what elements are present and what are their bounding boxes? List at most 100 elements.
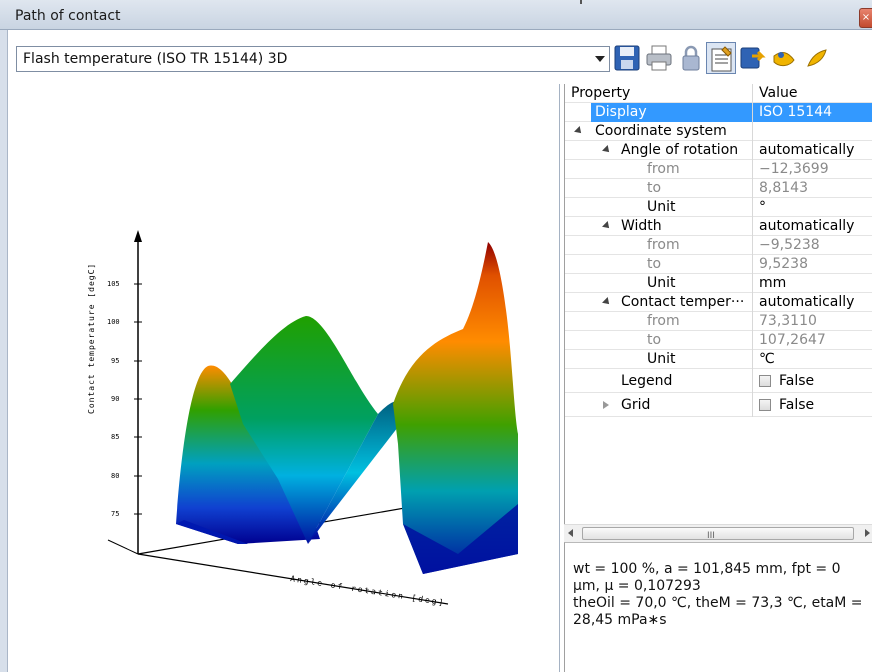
close-button[interactable]: × [859,8,872,28]
x-axis-label: Angle of rotation [deg] [290,574,446,607]
property-label: Width [621,218,662,234]
zoom-out-button[interactable] [802,42,832,74]
collapse-icon[interactable] [602,297,612,307]
surface-front-edge [403,504,518,574]
property-value[interactable]: ° [759,199,766,215]
window-frame-left [0,30,8,672]
z-tick-label: 100 [107,318,120,326]
surface-left-lobe [176,365,320,544]
header-property: Property [571,85,631,101]
export-icon [740,47,766,69]
property-row-legend[interactable]: Legend False [565,369,872,393]
property-value: False [779,397,815,413]
property-label: from [647,161,680,177]
property-label: Grid [621,397,651,413]
property-value[interactable]: automatically [759,142,855,158]
zoom-out-icon [807,49,827,67]
plot-area[interactable]: 105 100 95 90 85 80 75 Contact temperatu… [8,84,560,672]
header-value: Value [759,85,798,101]
property-value[interactable]: automatically [759,218,855,234]
property-value: −9,5238 [759,237,820,253]
info-line-1: wt = 100 %, a = 101,845 mm, fpt = 0 µm, … [573,561,841,594]
z-tick-label: 105 [107,280,120,288]
collapse-icon[interactable] [602,221,612,231]
z-axis-arrow-icon [134,230,142,242]
surface-right-peak [393,242,518,574]
property-row-width-unit[interactable]: Unit mm [565,274,872,293]
lock-icon [682,45,700,71]
property-label: from [647,313,680,329]
property-row-temperature-to[interactable]: to 107,2647 [565,331,872,350]
save-icon [614,45,640,71]
property-value: 107,2647 [759,332,826,348]
z-tick-label: 95 [111,357,119,365]
z-tick-label: 90 [111,395,119,403]
width-axis-line [107,539,139,555]
property-value: False [779,373,815,389]
collapse-icon[interactable] [574,126,584,136]
x-axis-line [137,553,449,605]
property-row-angle-to[interactable]: to 8,8143 [565,179,872,198]
property-row-width[interactable]: Width automatically [565,217,872,236]
property-row-angle-from[interactable]: from −12,3699 [565,160,872,179]
zoom-in-icon [773,52,795,67]
property-label: Contact temper··· [621,294,745,310]
title-bar: Path of contact × [0,0,872,30]
property-row-display[interactable]: Display ISO 15144 [565,103,872,122]
property-value: −12,3699 [759,161,829,177]
horizontal-scrollbar[interactable]: III [564,524,872,542]
background-window-edge [580,0,872,4]
property-label: Angle of rotation [621,142,739,158]
property-row-angle-unit[interactable]: Unit ° [565,198,872,217]
grid-checkbox[interactable] [759,399,771,411]
surface-valley [308,401,408,544]
property-row-angle-of-rotation[interactable]: Angle of rotation automatically [565,141,872,160]
property-value: 9,5238 [759,256,808,272]
z-tick-label: 80 [111,472,119,480]
window-title: Path of contact [15,8,121,24]
chevron-down-icon[interactable] [595,56,605,62]
property-row-grid[interactable]: Grid False [565,393,872,417]
export-button[interactable] [738,42,768,74]
property-label: Legend [621,373,673,389]
property-label: to [647,332,662,348]
property-label: from [647,237,680,253]
property-row-temperature-from[interactable]: from 73,3110 [565,312,872,331]
collapse-icon[interactable] [602,145,612,155]
property-grid[interactable]: Property Value Display ISO 15144 Coordin… [564,84,872,538]
save-button[interactable] [612,42,642,74]
zoom-in-button[interactable] [770,42,800,74]
property-grid-header: Property Value [565,84,872,103]
property-value[interactable]: ℃ [759,351,775,367]
property-row-coordinate-system[interactable]: Coordinate system [565,122,872,141]
legend-checkbox[interactable] [759,375,771,387]
property-value: 73,3110 [759,313,817,329]
property-row-width-to[interactable]: to 9,5238 [565,255,872,274]
print-icon [646,45,672,71]
z-axis-ticks [134,283,142,515]
view-select[interactable]: Flash temperature (ISO TR 15144) 3D [16,46,610,72]
property-row-width-from[interactable]: from −9,5238 [565,236,872,255]
property-label: Unit [647,351,676,367]
property-label: Coordinate system [595,123,727,139]
property-value[interactable]: automatically [759,294,855,310]
scroll-right-icon[interactable] [865,529,870,537]
print-button[interactable] [644,42,674,74]
expand-icon[interactable] [603,401,609,409]
lock-button[interactable] [676,42,706,74]
info-line-2: theOil = 70,0 ℃, theM = 73,3 ℃, etaM = 2… [573,595,863,628]
toolbar: Flash temperature (ISO TR 15144) 3D [8,30,872,84]
z-axis-label: Contact temperature [degC] [87,263,96,414]
scrollbar-grip: III [707,531,715,541]
property-label: Unit [647,199,676,215]
scroll-left-icon[interactable] [568,529,573,537]
property-row-contact-temperature[interactable]: Contact temper··· automatically [565,293,872,312]
scrollbar-thumb[interactable]: III [582,527,854,541]
property-value[interactable]: ISO 15144 [759,104,833,120]
properties-button[interactable] [706,42,736,74]
property-value[interactable]: mm [759,275,787,291]
property-label: to [647,180,662,196]
property-row-temperature-unit[interactable]: Unit ℃ [565,350,872,369]
flash-temperature-3d-plot: 105 100 95 90 85 80 75 Contact temperatu… [87,230,518,608]
property-value: 8,8143 [759,180,808,196]
